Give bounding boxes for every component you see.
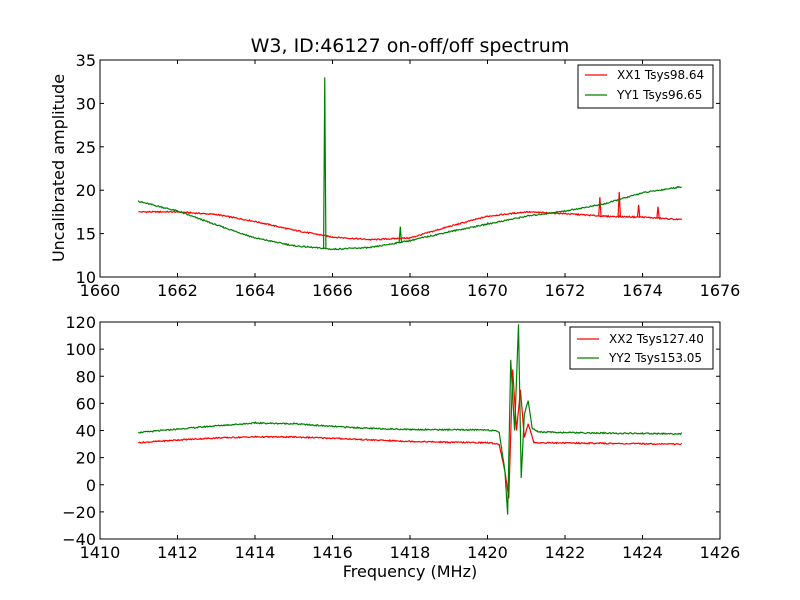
top-axis-ticks: 1660 1662 1664 1666 1668 1670 1672 1674 1676 10 15…	[76, 51, 741, 300]
top-legend-label-yy1: YY1 Tsys96.65	[616, 88, 702, 102]
top-y-tick-label: 30	[76, 94, 96, 113]
bottom-y-tick-label: 40	[76, 422, 96, 441]
top-x-tick-label: 1676	[700, 281, 741, 300]
top-series-0-spike	[617, 191, 622, 217]
top-x-tick-label: 1660	[80, 281, 121, 300]
bottom-legend-label-yy2: YY2 Tsys153.05	[608, 351, 702, 365]
bottom-x-tick-label: 1416	[312, 543, 353, 562]
top-y-tick-label: 35	[76, 51, 96, 70]
bottom-legend: XX2 Tsys127.40 YY2 Tsys153.05	[569, 326, 714, 370]
bottom-series-line-1	[138, 324, 682, 515]
bottom-y-tick-label: 80	[76, 367, 96, 386]
top-series-line-1	[138, 185, 682, 251]
top-series-0-spike	[656, 206, 660, 219]
bottom-legend-box	[569, 326, 714, 370]
top-y-tick-label: 25	[76, 138, 96, 157]
top-series-1-spike	[322, 77, 327, 249]
bottom-x-tick-label: 1418	[390, 543, 431, 562]
bottom-x-axis-label: Frequency (MHz)	[343, 562, 477, 581]
top-series-line-0	[138, 210, 682, 241]
bottom-series-line-0	[138, 369, 682, 499]
top-series-0-spike	[598, 197, 602, 217]
bottom-x-tick-label: 1420	[467, 543, 508, 562]
bottom-y-tick-label: −20	[62, 503, 96, 522]
bottom-x-tick-label: 1422	[545, 543, 586, 562]
top-x-tick-label: 1662	[157, 281, 198, 300]
top-legend-box	[577, 64, 714, 109]
bottom-x-tick-label: 1424	[622, 543, 663, 562]
top-chart-title: W3, ID:46127 on-off/off spectrum	[251, 35, 570, 57]
top-legend: XX1 Tsys98.64 YY1 Tsys96.65	[577, 64, 714, 109]
top-legend-label-xx1: XX1 Tsys98.64	[617, 68, 704, 82]
bottom-legend-label-xx2: XX2 Tsys127.40	[609, 332, 704, 346]
bottom-panel: 1410 1412 1414 1416 1418 1420 1422 1424 1426 −40 −…	[62, 313, 740, 581]
top-x-tick-label: 1668	[390, 281, 431, 300]
top-y-tick-label: 10	[76, 268, 96, 287]
bottom-x-tick-label: 1426	[700, 543, 741, 562]
bottom-x-tick-label: 1410	[80, 543, 121, 562]
top-series-1-spike	[398, 226, 403, 243]
top-x-tick-label: 1672	[545, 281, 586, 300]
top-x-tick-label: 1664	[235, 281, 276, 300]
bottom-x-tick-label: 1414	[235, 543, 276, 562]
bottom-series-layer	[138, 324, 682, 515]
top-x-tick-label: 1670	[467, 281, 508, 300]
top-y-tick-label: 15	[76, 225, 96, 244]
bottom-y-tick-label: 0	[86, 476, 96, 495]
top-x-tick-label: 1666	[312, 281, 353, 300]
bottom-y-tick-label: 120	[65, 313, 96, 332]
top-y-axis-label: Uncalibrated amplitude	[49, 74, 68, 262]
top-series-0-spike	[636, 204, 641, 218]
top-panel: W3, ID:46127 on-off/off spectrum Uncalib…	[49, 35, 740, 300]
bottom-y-tick-label: 100	[65, 340, 96, 359]
bottom-y-tick-label: −40	[62, 530, 96, 549]
top-series-layer	[138, 77, 682, 251]
bottom-x-tick-label: 1412	[157, 543, 198, 562]
bottom-y-tick-label: 60	[76, 394, 96, 413]
bottom-axis-ticks: 1410 1412 1414 1416 1418 1420 1422 1424 1426 −40 −…	[62, 313, 740, 562]
top-x-tick-label: 1674	[622, 281, 663, 300]
bottom-y-tick-label: 20	[76, 449, 96, 468]
top-y-tick-label: 20	[76, 181, 96, 200]
